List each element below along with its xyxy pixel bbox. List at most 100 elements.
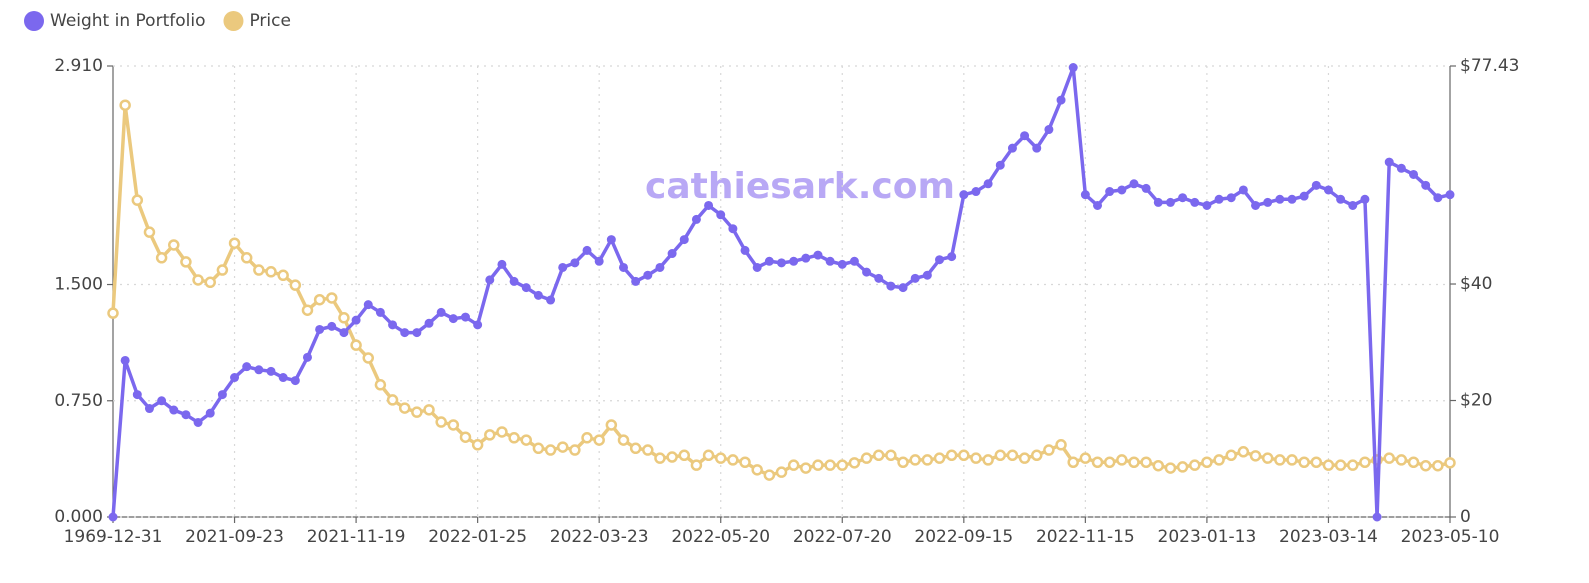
data-point: [789, 256, 799, 266]
x-tick-label: 2022-05-20: [671, 527, 770, 547]
data-point: [885, 449, 897, 462]
data-point: [959, 190, 969, 200]
data-point: [897, 456, 909, 468]
data-point: [1178, 193, 1188, 203]
data-point: [570, 258, 580, 268]
data-point: [1140, 456, 1152, 468]
data-point: [532, 442, 545, 455]
y2-tick-label: $20: [1460, 391, 1492, 411]
data-point: [1129, 179, 1139, 189]
x-tick-label: 2023-01-13: [1158, 527, 1257, 547]
data-point: [230, 373, 240, 383]
data-point: [666, 451, 678, 463]
data-point: [618, 262, 628, 272]
data-point: [593, 434, 605, 446]
data-point: [1348, 200, 1358, 210]
data-point: [411, 406, 423, 418]
data-point: [1068, 63, 1078, 73]
y-tick-label: 2.910: [54, 56, 103, 76]
data-point: [1359, 456, 1371, 468]
data-point: [862, 267, 872, 277]
data-point: [994, 449, 1007, 462]
data-point: [801, 253, 811, 263]
data-point: [958, 449, 970, 462]
data-point: [473, 320, 483, 330]
data-point: [1261, 452, 1274, 464]
data-point: [1298, 456, 1310, 468]
data-point: [228, 237, 241, 249]
data-point: [812, 459, 824, 471]
data-point: [289, 279, 302, 291]
data-point: [1299, 191, 1309, 201]
data-point: [1238, 185, 1248, 195]
data-point: [362, 352, 374, 364]
data-point: [1334, 459, 1347, 471]
data-point: [1176, 461, 1189, 473]
data-point: [448, 314, 458, 324]
data-point: [1103, 456, 1116, 468]
data-point: [508, 432, 520, 444]
data-point: [155, 252, 168, 264]
data-point: [180, 256, 192, 268]
data-point: [302, 352, 312, 362]
data-point: [1117, 185, 1127, 195]
data-point: [848, 457, 861, 469]
data-point: [1249, 450, 1262, 462]
data-point: [1067, 456, 1079, 468]
data-point: [435, 416, 447, 428]
data-point: [752, 262, 762, 272]
data-point: [813, 250, 823, 260]
data-point: [375, 307, 385, 317]
data-point: [1432, 459, 1444, 472]
data-point: [1080, 190, 1090, 200]
data-point: [119, 99, 131, 111]
data-point: [192, 274, 204, 286]
data-point: [398, 402, 411, 414]
data-point: [921, 454, 934, 466]
data-point: [886, 281, 896, 291]
data-point: [1141, 183, 1151, 193]
data-point: [339, 328, 349, 338]
data-point: [363, 300, 373, 310]
data-point: [521, 283, 531, 293]
data-point: [1128, 456, 1140, 468]
y2-tick-label: $40: [1460, 274, 1492, 294]
data-point: [143, 226, 156, 238]
data-point: [1287, 194, 1297, 204]
data-point: [642, 444, 654, 456]
data-point: [533, 290, 543, 300]
data-point: [751, 464, 763, 476]
data-point: [739, 456, 751, 468]
legend-label: Weight in Portfolio: [50, 11, 205, 31]
data-point: [520, 434, 533, 446]
data-point: [775, 466, 788, 478]
data-point: [631, 276, 641, 286]
data-point: [824, 459, 836, 471]
data-point: [1226, 193, 1236, 203]
data-point: [581, 432, 593, 444]
data-point: [386, 394, 399, 406]
data-point: [242, 362, 252, 372]
data-point: [1323, 185, 1333, 195]
data-point: [544, 444, 557, 456]
y-tick-label: 0.000: [54, 507, 103, 527]
x-tick-label: 2022-07-20: [793, 527, 892, 547]
data-point: [1020, 131, 1030, 141]
data-point: [301, 304, 314, 316]
data-point: [860, 452, 873, 464]
data-point: [898, 283, 908, 293]
data-point: [131, 194, 144, 206]
data-point: [1310, 456, 1323, 468]
data-point: [1347, 459, 1359, 471]
data-point: [655, 262, 665, 272]
data-point: [679, 235, 689, 245]
data-point: [144, 404, 154, 414]
data-point: [388, 320, 398, 330]
data-point: [1360, 194, 1370, 204]
data-point: [836, 459, 849, 471]
data-point: [1251, 200, 1261, 210]
data-point: [1093, 200, 1103, 210]
data-point: [1018, 452, 1031, 464]
data-point: [945, 449, 958, 462]
data-point: [935, 255, 945, 265]
